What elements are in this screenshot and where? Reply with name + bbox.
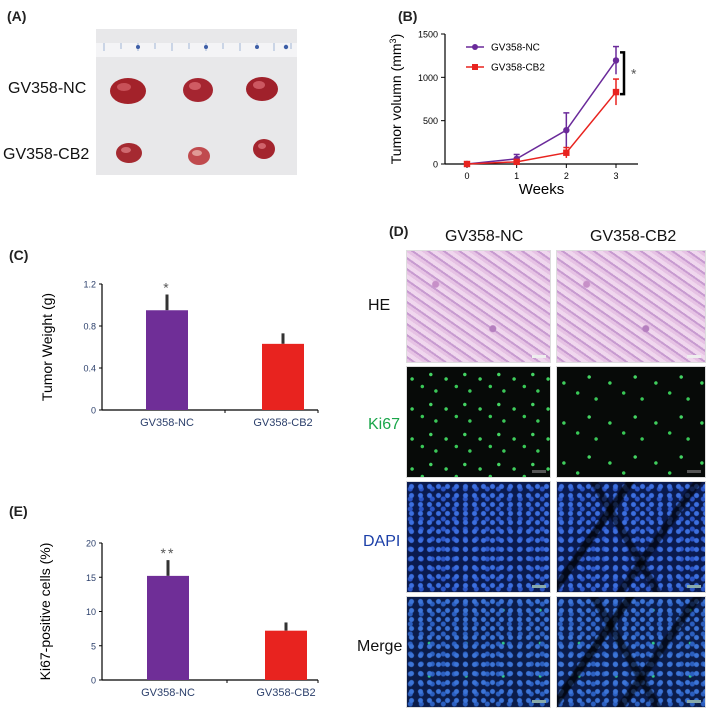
micro-row-label-dapi: DAPI bbox=[363, 533, 401, 550]
chart-e-ylabel: Ki67-positive cells (%) bbox=[37, 543, 53, 681]
micro-row-label-he: HE bbox=[368, 297, 391, 314]
chart-b-legend-label: GV358-NC bbox=[491, 43, 540, 54]
panel-label-a: (A) bbox=[7, 8, 27, 24]
chart-b-point bbox=[612, 57, 620, 64]
chart-c-axes: 0 0.4 0.8 1.2 GV358-NC GV358-CB2 bbox=[83, 280, 319, 429]
ki67-image-nc bbox=[406, 366, 551, 478]
he-image-cb2 bbox=[556, 250, 706, 363]
chart-e-category-label: GV358-CB2 bbox=[256, 687, 315, 699]
chart-b-point bbox=[463, 160, 471, 168]
chart-e-significance: ** bbox=[161, 545, 176, 561]
chart-b-xtick-label: 1 bbox=[514, 171, 519, 181]
chart-c-ytick-label: 0.8 bbox=[83, 322, 96, 332]
chart-b-series-line bbox=[466, 59, 617, 165]
tumor-cb2-3 bbox=[253, 139, 275, 159]
chart-b-point bbox=[563, 149, 570, 156]
chart-b-xlabel: Weeks bbox=[519, 181, 565, 198]
dapi-image-cb2 bbox=[556, 481, 706, 593]
chart-b-point bbox=[513, 158, 520, 166]
chart-c-ylabel: Tumor Weight (g) bbox=[39, 293, 55, 401]
micro-row-label-merge: Merge bbox=[357, 638, 403, 655]
chart-b-point bbox=[563, 127, 570, 134]
chart-c-significance: * bbox=[163, 280, 170, 296]
merge-image-cb2 bbox=[556, 596, 706, 708]
chart-e-ytick-label: 15 bbox=[86, 573, 96, 583]
chart-b-legend-marker bbox=[472, 64, 478, 70]
photo-row-label-cb2: GV358-CB2 bbox=[3, 146, 90, 163]
tumor-cb2-2 bbox=[188, 147, 210, 165]
panel-label-e: (E) bbox=[9, 503, 28, 519]
chart-e-ytick-label: 0 bbox=[91, 676, 96, 686]
chart-b-significance-bracket bbox=[620, 51, 626, 96]
panel-label-d: (D) bbox=[389, 223, 409, 239]
chart-c-ytick-label: 0 bbox=[91, 406, 96, 416]
tumor-photo-svg bbox=[96, 43, 297, 165]
tumor-nc-3 bbox=[246, 77, 278, 101]
chart-c-category-label: GV358-CB2 bbox=[253, 417, 312, 429]
chart-c-ytick-label: 1.2 bbox=[83, 280, 96, 290]
panel-label-b: (B) bbox=[398, 8, 418, 24]
chart-b-ytick-label: 1000 bbox=[418, 73, 438, 83]
chart-e-bar bbox=[147, 575, 189, 680]
tumor-volume-chart: 0 500 1000 1500 0 1 2 3 GV358-NC GV358-CB2 * Week… bbox=[388, 30, 638, 198]
chart-b-legend-label: GV358-CB2 bbox=[491, 63, 545, 74]
panel-label-c: (C) bbox=[9, 247, 29, 263]
chart-c-bar bbox=[262, 343, 304, 410]
chart-c-ytick-label: 0.4 bbox=[83, 364, 96, 374]
chart-b-xtick-label: 0 bbox=[464, 171, 469, 181]
chart-b-xtick-label: 2 bbox=[564, 171, 569, 181]
photo-row-label-nc: GV358-NC bbox=[8, 80, 87, 97]
chart-c-marks: * bbox=[146, 280, 304, 410]
he-image-nc bbox=[406, 250, 551, 363]
chart-e-bar bbox=[265, 630, 307, 680]
tumor-nc-1 bbox=[110, 78, 146, 104]
chart-e-marks: ** bbox=[147, 545, 307, 680]
chart-b-ytick-label: 0 bbox=[433, 160, 438, 170]
chart-b-xtick-label: 3 bbox=[613, 171, 618, 181]
tumor-cb2-1 bbox=[116, 143, 142, 163]
chart-b-series-line bbox=[466, 91, 617, 165]
tumor-photograph bbox=[96, 29, 297, 175]
chart-c-bar bbox=[146, 310, 188, 410]
chart-c-category-label: GV358-NC bbox=[140, 417, 194, 429]
ki67-chart: 0 5 10 15 20 GV358-NC GV358-CB2 ** Ki67-positi… bbox=[37, 539, 319, 699]
chart-b-legend-marker bbox=[472, 44, 478, 50]
micro-col-label-cb2: GV358-CB2 bbox=[590, 228, 677, 245]
merge-image-nc bbox=[406, 596, 551, 708]
chart-b-ylabel: Tumor volumn (mm3) bbox=[388, 34, 404, 165]
dapi-image-nc bbox=[406, 481, 551, 593]
chart-e-ytick-label: 10 bbox=[86, 607, 96, 617]
chart-e-category-label: GV358-NC bbox=[141, 687, 195, 699]
chart-e-ytick-label: 5 bbox=[91, 641, 96, 651]
micro-col-label-nc: GV358-NC bbox=[445, 228, 524, 245]
chart-b-significance-star: * bbox=[631, 65, 637, 81]
chart-b-point bbox=[612, 88, 620, 96]
ki67-image-cb2 bbox=[556, 366, 706, 478]
tumor-nc-2 bbox=[183, 78, 213, 102]
chart-b-marks: GV358-NC GV358-CB2 * bbox=[463, 43, 637, 168]
tumor-weight-chart: 0 0.4 0.8 1.2 GV358-NC GV358-CB2 * Tumor Weig… bbox=[39, 280, 319, 429]
micro-row-label-ki67: Ki67 bbox=[368, 416, 401, 433]
chart-b-ytick-label: 1500 bbox=[418, 30, 438, 40]
chart-e-ytick-label: 20 bbox=[86, 539, 96, 549]
chart-b-ytick-label: 500 bbox=[423, 116, 438, 126]
ruler bbox=[96, 43, 297, 57]
